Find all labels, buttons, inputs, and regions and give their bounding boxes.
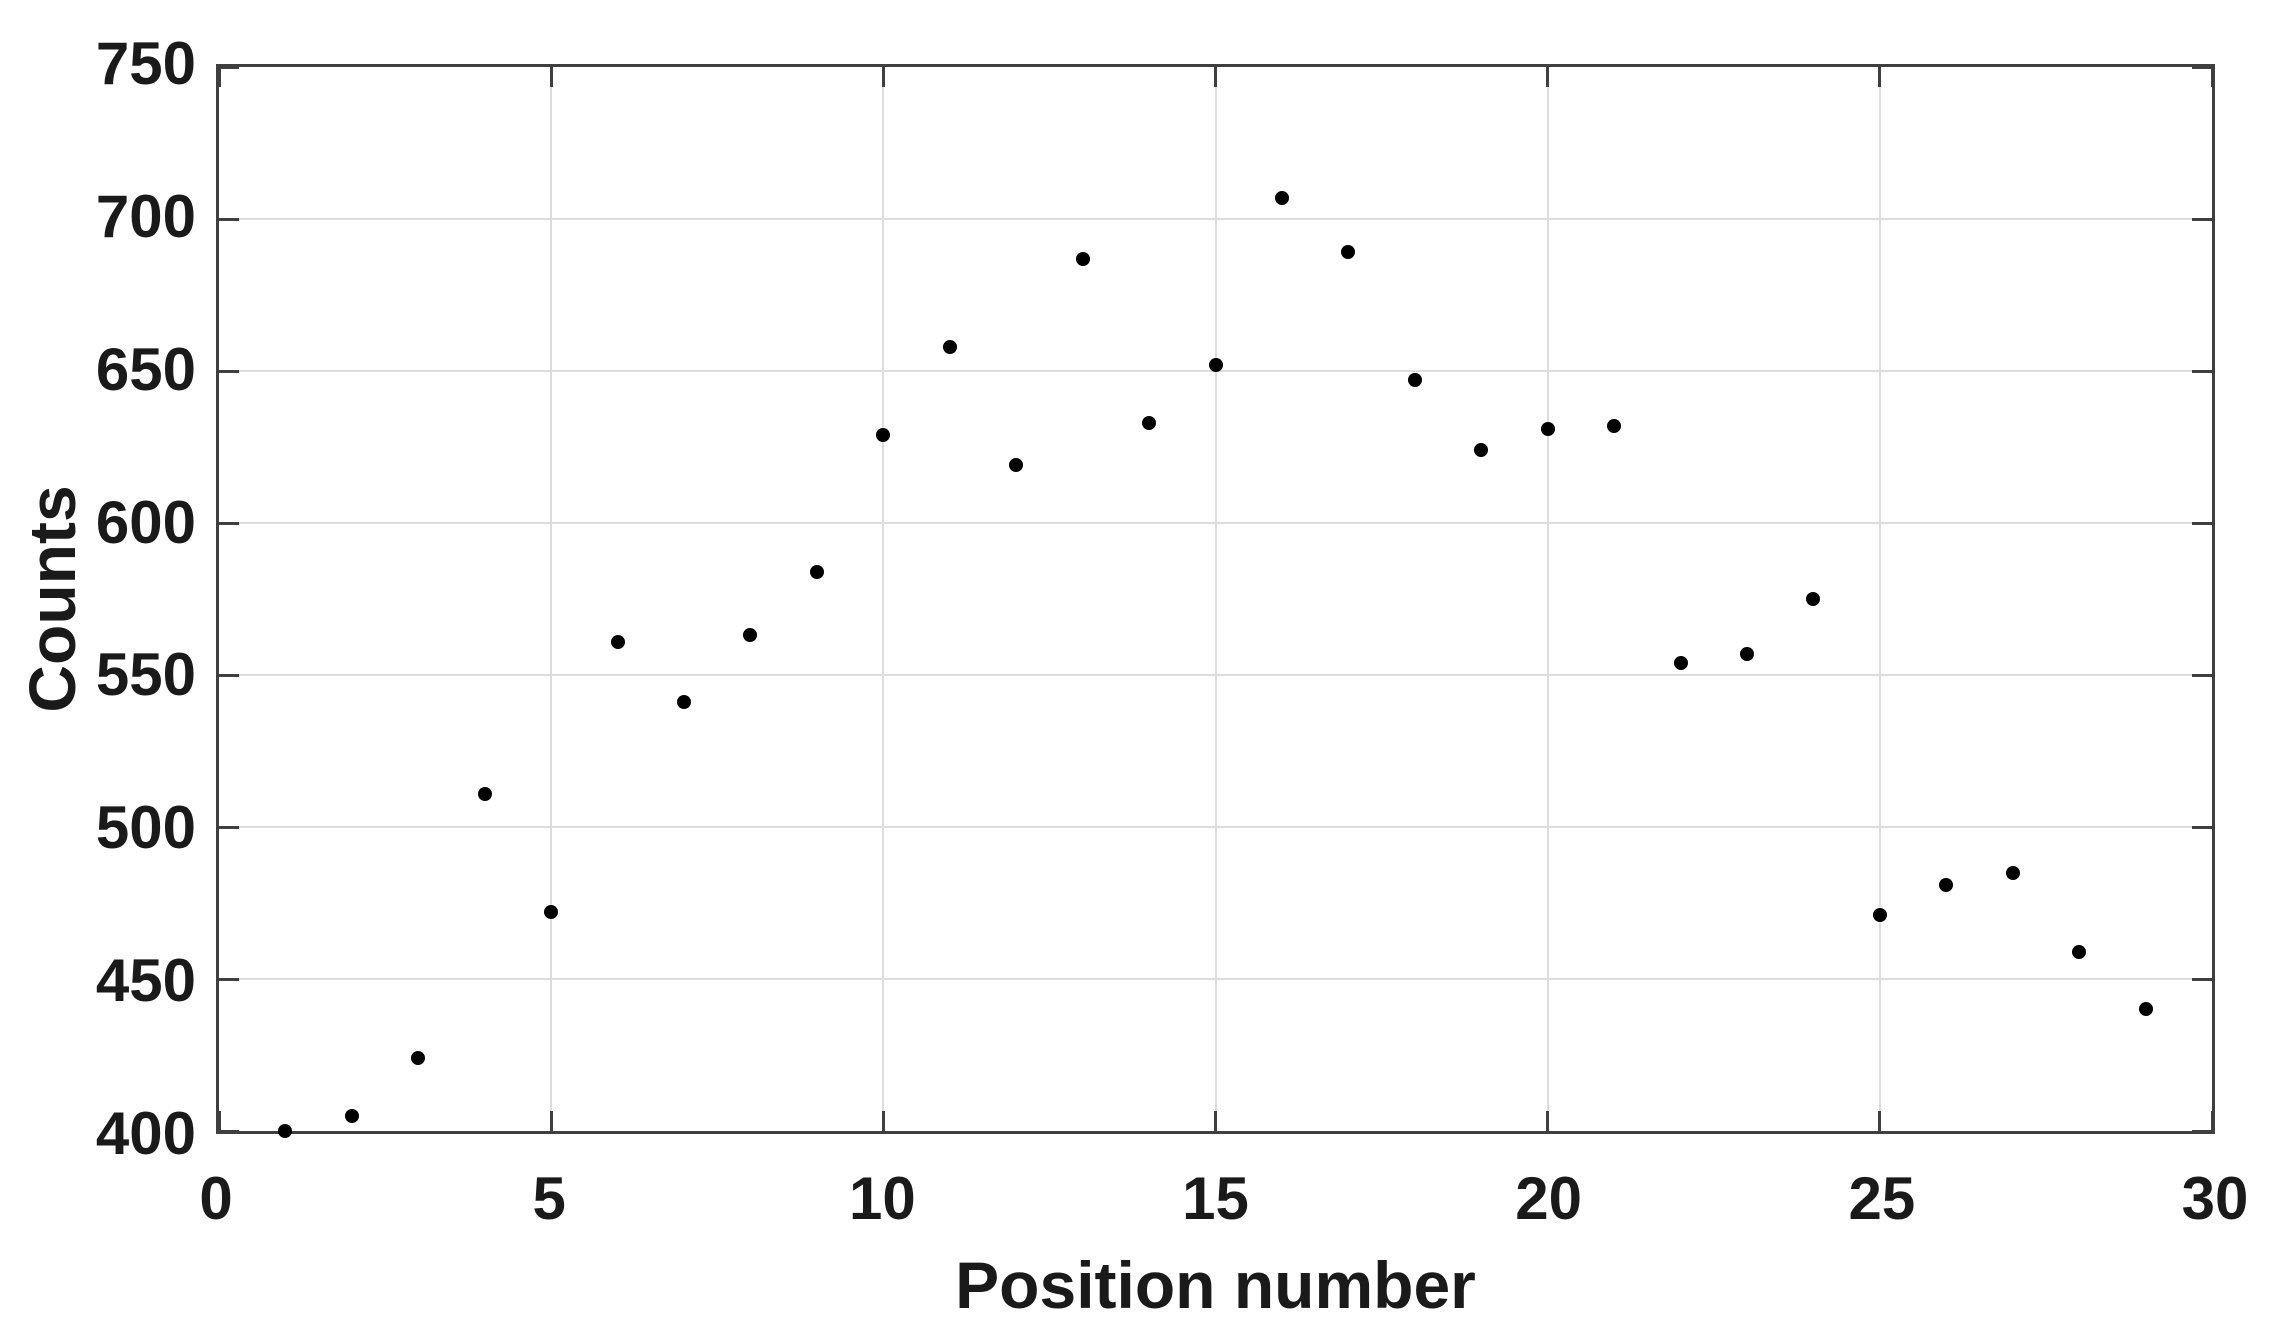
data-point	[411, 1051, 426, 1066]
y-tick-label: 600	[95, 488, 196, 556]
axis-tick	[219, 65, 239, 69]
axis-tick	[2192, 521, 2212, 525]
y-tick-label: 450	[95, 947, 196, 1015]
x-tick-label: 10	[848, 1165, 916, 1232]
data-point	[1341, 245, 1356, 260]
data-point	[610, 634, 625, 649]
data-point	[1407, 373, 1422, 388]
y-tick-label: 500	[95, 794, 196, 862]
data-point	[1142, 415, 1157, 430]
axis-tick	[1546, 1111, 1550, 1131]
axis-tick	[2192, 217, 2212, 221]
data-point	[2072, 944, 2087, 959]
data-point	[2138, 1002, 2153, 1017]
y-tick-label: 400	[95, 1100, 196, 1167]
y-tick-label: 550	[95, 641, 196, 709]
vertical-gridline	[882, 67, 885, 1131]
data-point	[942, 339, 957, 354]
axis-tick	[1214, 1111, 1217, 1131]
axis-tick	[219, 369, 239, 373]
data-point	[1009, 458, 1024, 473]
axis-tick	[219, 521, 239, 525]
axis-tick	[881, 67, 885, 87]
horizontal-gridline	[219, 978, 2212, 980]
plot-area	[216, 64, 2215, 1138]
y-tick-label: 750	[95, 30, 196, 97]
data-point	[1540, 421, 1555, 436]
x-tick-label: 5	[532, 1165, 566, 1232]
y-tick-label: 700	[95, 182, 196, 250]
data-point	[1208, 357, 1223, 372]
data-point	[876, 427, 891, 442]
axis-tick	[1878, 67, 1882, 87]
axis-tick	[219, 673, 239, 677]
vertical-gridline	[1546, 67, 1549, 1131]
data-point	[1673, 655, 1688, 670]
vertical-gridline	[1214, 67, 1217, 1131]
x-tick-label: 15	[1182, 1165, 1249, 1232]
axis-tick	[2192, 825, 2212, 829]
data-point	[344, 1108, 359, 1123]
data-point	[809, 564, 824, 579]
data-point	[544, 905, 559, 920]
axis-tick	[2210, 67, 2214, 87]
vertical-gridline	[1878, 67, 1881, 1131]
axis-tick	[219, 1129, 239, 1133]
x-tick-label: 0	[199, 1165, 233, 1232]
axis-tick	[2192, 673, 2212, 677]
horizontal-gridline	[219, 218, 2212, 220]
axis-tick	[2192, 369, 2212, 373]
axis-tick	[549, 1111, 553, 1131]
data-point	[1939, 877, 1954, 892]
axis-tick	[219, 977, 239, 981]
x-axis-label: Position number	[955, 1248, 1476, 1322]
axis-tick	[2192, 977, 2212, 981]
data-point	[743, 628, 758, 643]
axis-tick	[1214, 67, 1217, 87]
data-point	[1274, 190, 1289, 205]
data-point	[677, 695, 692, 710]
axis-tick	[2192, 65, 2212, 69]
data-point	[1739, 646, 1754, 661]
x-tick-label: 30	[2181, 1165, 2249, 1232]
data-point	[477, 786, 492, 801]
axis-tick	[2210, 1111, 2214, 1131]
data-point	[1075, 251, 1090, 266]
x-tick-label: 20	[1515, 1165, 1583, 1232]
axis-tick	[1878, 1111, 1882, 1131]
data-point	[1474, 443, 1489, 458]
axis-tick	[219, 217, 239, 221]
axis-tick	[549, 67, 553, 87]
axis-tick	[217, 1111, 221, 1131]
y-tick-label: 650	[95, 335, 196, 403]
x-tick-label: 25	[1848, 1165, 1916, 1232]
vertical-gridline	[550, 67, 553, 1131]
data-point	[2005, 865, 2020, 880]
axis-tick	[2192, 1129, 2212, 1133]
horizontal-gridline	[219, 674, 2212, 676]
data-point	[1607, 418, 1622, 433]
data-point	[278, 1124, 293, 1138]
horizontal-gridline	[219, 826, 2212, 828]
axis-tick	[881, 1111, 885, 1131]
axis-tick	[217, 67, 221, 87]
horizontal-gridline	[219, 522, 2212, 524]
axis-tick	[1546, 67, 1550, 87]
data-point	[1872, 908, 1887, 923]
axis-tick	[219, 825, 239, 829]
data-point	[1806, 592, 1821, 606]
